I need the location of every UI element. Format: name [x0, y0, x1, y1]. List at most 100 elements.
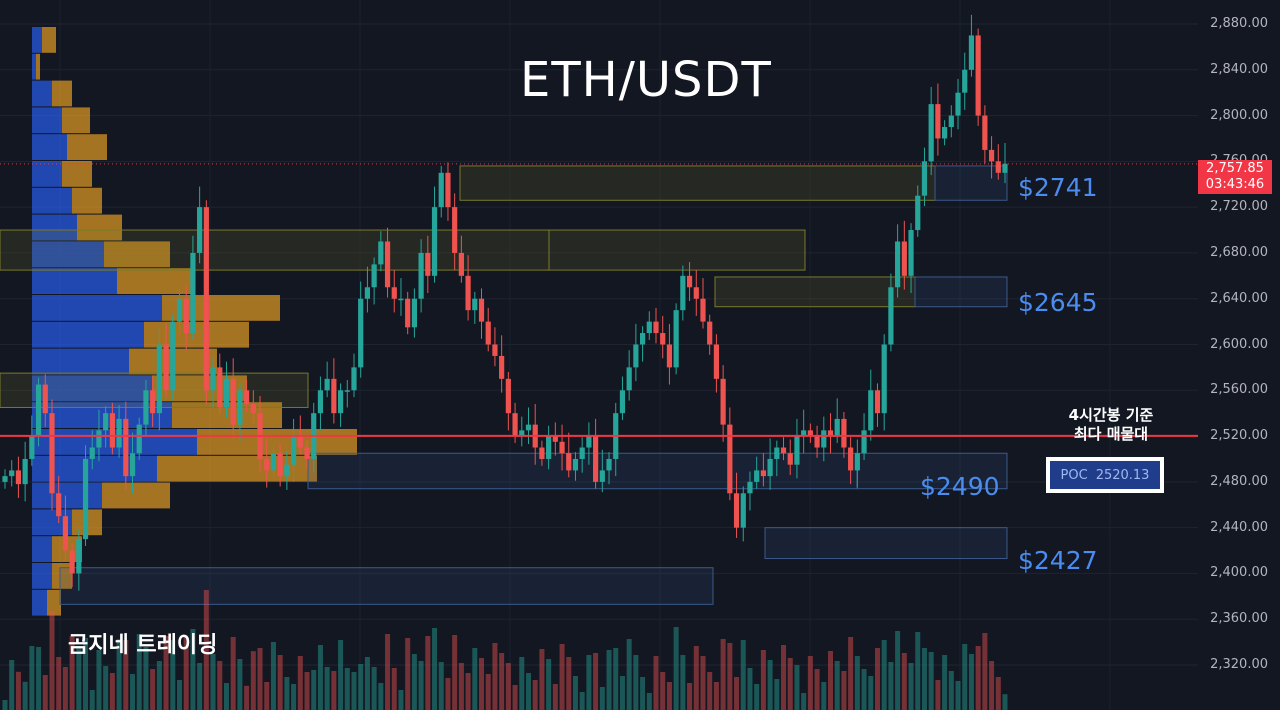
- volume-bar: [15, 671, 21, 710]
- volume-bar: [351, 672, 357, 710]
- candle-body: [660, 333, 666, 345]
- candle-body: [693, 287, 699, 299]
- volume-bar: [828, 651, 834, 710]
- candle-body: [888, 287, 894, 345]
- volume-bar: [519, 657, 525, 710]
- candle-body: [351, 367, 357, 391]
- volume-bar: [42, 675, 48, 710]
- y-tick-label: 2,480.00: [1210, 473, 1268, 489]
- volume-bar: [505, 663, 511, 710]
- candle-body: [901, 241, 907, 276]
- profile-bar-orange: [47, 589, 61, 616]
- volume-bar: [183, 637, 189, 710]
- profile-bar-blue: [32, 214, 77, 241]
- volume-bar: [244, 685, 250, 710]
- volume-bar: [848, 637, 854, 710]
- candle-body: [22, 458, 28, 485]
- candle-body: [223, 378, 230, 408]
- volume-bar: [546, 659, 552, 710]
- volume-bar: [673, 627, 679, 710]
- volume-bar: [572, 676, 578, 710]
- profile-bar-orange: [102, 482, 170, 509]
- y-tick-label: 2,360.00: [1210, 611, 1268, 627]
- volume-bar: [586, 655, 592, 710]
- y-tick-label: 2,640.00: [1210, 290, 1268, 306]
- candle-body: [15, 470, 22, 485]
- candle-body: [478, 298, 485, 322]
- y-tick-label: 2,520.00: [1210, 428, 1268, 444]
- volume-bar: [720, 639, 726, 710]
- volume-bar: [62, 667, 68, 710]
- volume-bar: [935, 680, 941, 710]
- candle-body: [827, 430, 834, 437]
- volume-bar: [619, 676, 625, 710]
- candle-body: [76, 539, 82, 574]
- candle-body: [633, 344, 639, 368]
- profile-bar-blue: [32, 482, 102, 509]
- volume-bar: [700, 656, 706, 710]
- candle-body: [129, 453, 136, 477]
- candle-body: [230, 378, 236, 425]
- zone-label-2645: $2645: [1018, 288, 1098, 317]
- volume-bar: [767, 660, 773, 710]
- volume-bar: [297, 656, 303, 710]
- profile-bar-blue: [32, 134, 67, 160]
- chart-title: ETH/USDT: [520, 52, 772, 108]
- candle-body: [874, 390, 881, 414]
- volume-bar: [539, 649, 545, 710]
- volume-bar: [398, 690, 404, 710]
- y-tick-label: 2,800.00: [1210, 107, 1268, 123]
- volume-bar: [834, 661, 840, 710]
- volume-bar: [512, 685, 518, 710]
- volume-bar: [324, 667, 330, 710]
- poc-annotation: 4시간봉 기준 최다 매물대: [1036, 406, 1186, 444]
- candle-body: [1002, 163, 1008, 173]
- volume-bar: [841, 671, 847, 710]
- resistance-zone: [548, 229, 806, 271]
- volume-bar: [948, 671, 954, 710]
- candle-body: [237, 390, 243, 425]
- profile-bar-blue: [32, 107, 62, 134]
- volume-bar: [411, 654, 417, 710]
- volume-bar: [89, 690, 95, 710]
- candle-body: [425, 252, 431, 276]
- volume-bar: [143, 647, 149, 710]
- y-tick-label: 2,440.00: [1210, 519, 1268, 535]
- volume-bar: [405, 638, 411, 710]
- volume-bar: [646, 693, 652, 710]
- y-tick-label: 2,560.00: [1210, 382, 1268, 398]
- candle-body: [35, 384, 42, 437]
- candle-body: [411, 298, 417, 328]
- volume-bar: [358, 664, 364, 710]
- volume-bar: [1002, 694, 1008, 710]
- volume-bar: [579, 692, 585, 710]
- candle-body: [868, 390, 874, 431]
- candle-body: [948, 115, 954, 128]
- volume-bar: [36, 647, 42, 710]
- annotation-line-2: 최다 매물대: [1073, 425, 1149, 443]
- candle-body: [485, 321, 491, 345]
- poc-value: 2520.13: [1095, 467, 1150, 483]
- volume-bar: [754, 684, 760, 710]
- candle-body: [49, 413, 55, 494]
- candle-body: [760, 470, 766, 477]
- volume-bar: [921, 648, 927, 710]
- volume-bar: [613, 648, 619, 710]
- zone-label-2741: $2741: [1018, 173, 1098, 202]
- support-zone: [914, 276, 1008, 308]
- profile-bar-blue: [32, 53, 36, 80]
- volume-bar: [633, 655, 639, 710]
- volume-bar: [532, 680, 538, 710]
- volume-bar: [807, 656, 813, 710]
- candle-body: [337, 390, 344, 414]
- support-zone: [59, 567, 714, 605]
- volume-bar: [277, 655, 283, 710]
- candle-body: [848, 447, 854, 471]
- profile-bar-blue: [32, 268, 117, 294]
- volume-bar: [693, 646, 699, 710]
- candle-body: [499, 355, 505, 379]
- candle-body: [713, 344, 720, 379]
- candle-body: [546, 436, 552, 459]
- candle-body: [458, 252, 464, 276]
- volume-bar: [197, 663, 203, 710]
